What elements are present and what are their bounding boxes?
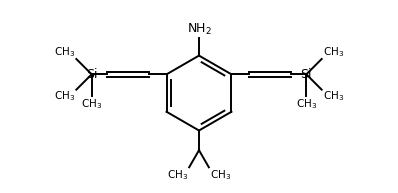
Text: CH$_3$: CH$_3$ <box>296 97 317 111</box>
Text: CH$_3$: CH$_3$ <box>54 90 75 103</box>
Text: CH$_3$: CH$_3$ <box>167 168 188 182</box>
Text: CH$_3$: CH$_3$ <box>210 168 231 182</box>
Text: CH$_3$: CH$_3$ <box>81 97 102 111</box>
Text: NH$_2$: NH$_2$ <box>187 22 211 37</box>
Text: Si: Si <box>300 68 312 81</box>
Text: CH$_3$: CH$_3$ <box>323 45 344 59</box>
Text: CH$_3$: CH$_3$ <box>54 45 75 59</box>
Text: CH$_3$: CH$_3$ <box>323 90 344 103</box>
Text: Si: Si <box>86 68 98 81</box>
